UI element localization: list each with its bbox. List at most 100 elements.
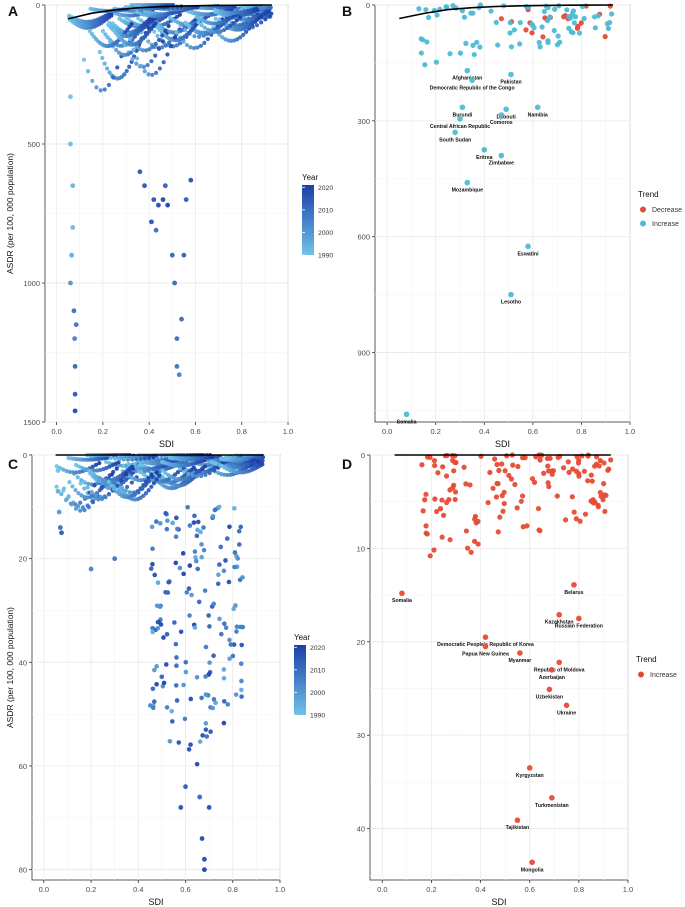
increase-point <box>607 19 613 26</box>
trajectory-point <box>191 45 197 51</box>
trajectory-point <box>201 525 206 530</box>
trajectory-point <box>98 494 103 499</box>
increase-point <box>450 3 456 9</box>
trajectory-point <box>93 462 99 467</box>
trajectory-point <box>138 486 143 491</box>
data-point <box>179 316 184 322</box>
trajectory-point <box>86 505 91 510</box>
trajectory-point <box>239 687 244 693</box>
increase-point <box>576 30 583 36</box>
data-point <box>181 252 187 258</box>
trajectory-point <box>195 45 200 50</box>
legend-entry: Decrease <box>652 207 682 214</box>
trajectory-point <box>148 566 154 571</box>
trajectory-point <box>105 34 110 40</box>
trajectory-point <box>97 488 102 493</box>
frontier-line <box>399 4 614 20</box>
country-label: Tajikistan <box>506 825 530 831</box>
trajectory-point <box>174 515 179 521</box>
trajectory-point <box>217 616 222 622</box>
trajectory-point <box>217 562 222 567</box>
trajectory-point <box>70 484 75 489</box>
trajectory-point <box>244 29 249 34</box>
x-tick-label: 0.0 <box>377 885 387 894</box>
increase-point <box>418 50 424 56</box>
trajectory-point <box>192 625 198 630</box>
y-tick-label: 300 <box>357 117 370 126</box>
data-point <box>59 530 64 536</box>
increase-point <box>434 12 440 18</box>
trajectory-point <box>203 472 208 477</box>
trajectory-point <box>156 457 161 463</box>
trajectory-point <box>156 37 162 43</box>
trajectory-point <box>233 692 239 697</box>
increase-point <box>443 473 450 479</box>
trajectory-point <box>199 473 204 479</box>
increase-point <box>545 463 551 469</box>
data-point <box>172 280 178 286</box>
trajectory-point <box>186 747 192 752</box>
data-point <box>55 488 61 494</box>
trajectory-point <box>204 734 210 739</box>
increase-point <box>492 456 498 462</box>
country-point <box>469 77 475 84</box>
increase-point <box>424 39 430 45</box>
increase-point <box>506 472 512 479</box>
trajectory-point <box>160 33 165 38</box>
increase-point <box>595 13 601 19</box>
trajectory-point <box>173 683 179 688</box>
country-label: Central African Republic <box>430 124 490 130</box>
trajectory-point <box>109 483 114 488</box>
colorbar-label: 1990 <box>310 713 325 720</box>
data-point <box>70 225 76 230</box>
trajectory-point <box>169 10 174 15</box>
increase-point <box>588 472 594 478</box>
colorbar-label: 2020 <box>318 185 333 192</box>
trajectory-point <box>163 511 168 516</box>
trajectory-point <box>149 59 154 64</box>
trajectory-point <box>211 468 217 473</box>
trajectory-point <box>86 481 91 487</box>
increase-point <box>517 41 523 47</box>
trajectory-point <box>123 472 128 477</box>
trajectory-point <box>235 37 240 42</box>
trajectory-point <box>102 87 107 92</box>
trajectory-point <box>141 12 147 17</box>
trajectory-point <box>203 674 208 679</box>
trajectory-point <box>199 695 204 701</box>
increase-point <box>560 465 567 471</box>
data-point <box>72 408 78 414</box>
y-tick-label: 1500 <box>23 418 40 427</box>
trajectory-point <box>164 526 170 532</box>
increase-point <box>585 478 591 484</box>
increase-point <box>447 487 453 493</box>
increase-point <box>432 496 438 502</box>
trajectory-point <box>121 457 126 462</box>
trajectory-point <box>147 455 152 460</box>
increase-point <box>496 467 502 474</box>
trajectory-point <box>73 506 79 511</box>
trajectory-point <box>139 469 144 475</box>
increase-point <box>602 508 608 515</box>
decrease-point <box>602 34 608 40</box>
country-label: Belarus <box>564 590 583 596</box>
trajectory-point <box>231 21 236 26</box>
trajectory-point <box>130 457 135 462</box>
trajectory-point <box>183 659 189 665</box>
trajectory-point <box>150 561 155 567</box>
trajectory-point <box>166 23 171 29</box>
increase-point <box>446 497 452 503</box>
increase-point <box>422 497 428 503</box>
trajectory-point <box>153 458 158 463</box>
y-axis-title: ASDR (per 100, 000 population) <box>5 153 15 274</box>
increase-point <box>566 469 572 475</box>
increase-point <box>442 453 449 459</box>
trajectory-point <box>115 483 120 488</box>
data-point <box>162 183 168 189</box>
trajectory-point <box>173 641 179 647</box>
increase-point <box>452 489 459 495</box>
trajectory-point <box>234 18 239 23</box>
trajectory-point <box>153 41 158 46</box>
trajectory-point <box>152 667 157 673</box>
legend-key <box>640 220 646 227</box>
